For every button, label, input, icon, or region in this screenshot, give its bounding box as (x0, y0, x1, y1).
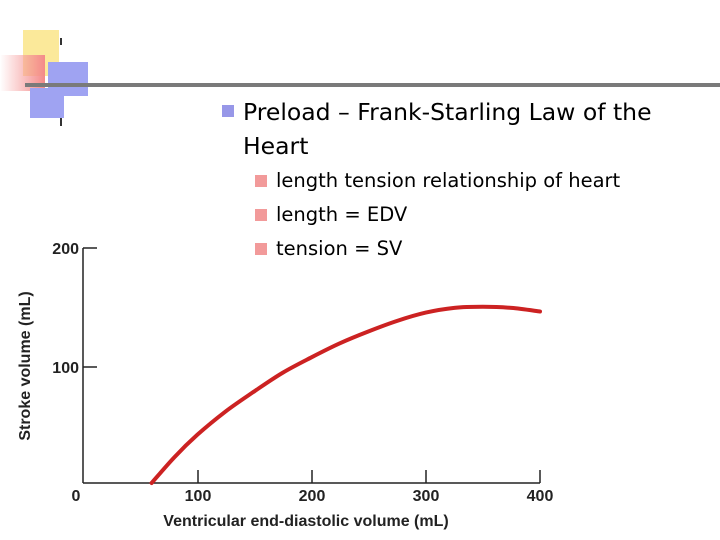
bullet-item: length = EDV (255, 198, 407, 232)
y-axis-label: Stroke volume (mL) (17, 291, 34, 440)
x-tick-label-300: 300 (413, 488, 440, 505)
y-tick-label-100: 100 (52, 360, 79, 377)
bullet-text: length tension relationship of heart (276, 169, 621, 192)
origin-label: 0 (72, 488, 81, 505)
y-tick-label-200: 200 (52, 241, 79, 258)
bullet-text: tension = SV (276, 237, 403, 260)
title-bullet-icon (222, 105, 234, 117)
frank-starling-chart: 200 100 Stroke volume (mL) 0 100 200 300… (17, 241, 554, 530)
bullet-item: length tension relationship of heart (255, 164, 620, 198)
bullet-icon (255, 175, 267, 187)
slide-title: Preload – Frank-Starling Law of the Hear… (222, 95, 720, 163)
y-axis: 200 100 Stroke volume (mL) (17, 241, 97, 483)
x-tick-label-100: 100 (185, 488, 212, 505)
x-tick-label-400: 400 (527, 488, 554, 505)
bullet-item: tension = SV (255, 232, 402, 266)
bullet-icon (255, 209, 267, 221)
x-axis-label: Ventricular end-diastolic volume (mL) (163, 513, 448, 530)
title-divider-line (25, 83, 720, 87)
x-axis: 0 100 200 300 400 Ventricular end-diasto… (72, 470, 554, 530)
decor-tick-top (60, 38, 62, 45)
bullet-icon (255, 243, 267, 255)
stroke-volume-curve (149, 304, 542, 485)
slide-title-text: Preload – Frank-Starling Law of the Hear… (243, 98, 652, 160)
x-tick-label-200: 200 (299, 488, 326, 505)
bullet-text: length = EDV (276, 203, 408, 226)
decor-tick-bottom (60, 118, 62, 126)
decor-square-blue-lower (30, 88, 64, 118)
